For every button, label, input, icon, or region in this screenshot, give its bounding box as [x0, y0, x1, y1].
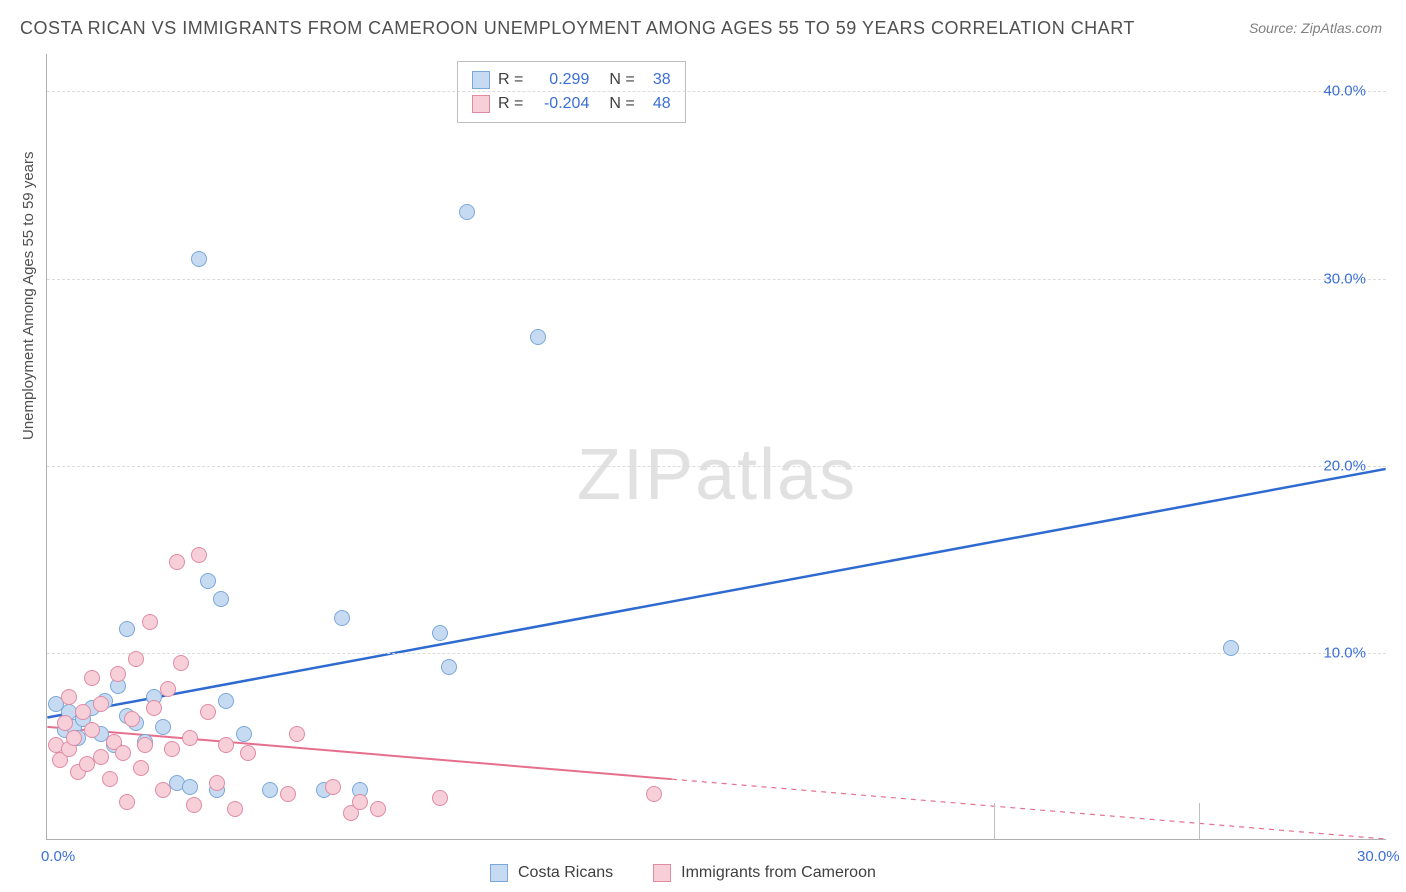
legend-swatch [472, 71, 490, 89]
legend-label: Immigrants from Cameroon [681, 864, 876, 882]
y-tick-label: 20.0% [1323, 457, 1366, 474]
scatter-point [325, 779, 341, 795]
scatter-point [102, 771, 118, 787]
legend-swatch [472, 95, 490, 113]
scatter-point [432, 625, 448, 641]
scatter-point [133, 760, 149, 776]
y-tick-label: 30.0% [1323, 270, 1366, 287]
scatter-point [646, 786, 662, 802]
scatter-point [459, 204, 475, 220]
scatter-point [209, 775, 225, 791]
scatter-point [213, 591, 229, 607]
correlation-row: R = 0.299 N = 38 [472, 68, 671, 92]
scatter-point [200, 704, 216, 720]
x-tick-label: 0.0% [41, 848, 75, 865]
x-minor-tick [1199, 803, 1200, 839]
scatter-point [227, 801, 243, 817]
scatter-point [236, 726, 252, 742]
scatter-point [169, 554, 185, 570]
scatter-point [155, 782, 171, 798]
scatter-point [137, 737, 153, 753]
scatter-point [128, 651, 144, 667]
gridline [47, 91, 1386, 92]
scatter-point [191, 251, 207, 267]
correlation-row: R = -0.204 N = 48 [472, 92, 671, 116]
scatter-point [155, 719, 171, 735]
scatter-point [200, 573, 216, 589]
legend-label: Costa Ricans [518, 864, 613, 882]
scatter-point [289, 726, 305, 742]
scatter-point [57, 715, 73, 731]
scatter-point [191, 547, 207, 563]
scatter-point [119, 621, 135, 637]
scatter-point [441, 659, 457, 675]
scatter-point [124, 711, 140, 727]
scatter-point [84, 722, 100, 738]
trend-lines [47, 54, 1386, 839]
scatter-point [142, 614, 158, 630]
scatter-point [119, 794, 135, 810]
x-tick-label: 30.0% [1357, 848, 1400, 865]
scatter-point [75, 704, 91, 720]
gridline [47, 279, 1386, 280]
watermark: ZIPatlas [577, 434, 857, 516]
series-legend: Costa Ricans Immigrants from Cameroon [490, 864, 876, 882]
x-minor-tick [994, 803, 995, 839]
scatter-point [432, 790, 448, 806]
gridline [47, 466, 1386, 467]
legend-item: Costa Ricans [490, 864, 613, 882]
chart-title: COSTA RICAN VS IMMIGRANTS FROM CAMEROON … [20, 18, 1135, 39]
scatter-point [530, 329, 546, 345]
r-value: -0.204 [531, 95, 589, 113]
scatter-point [182, 730, 198, 746]
n-value: 38 [643, 71, 671, 89]
scatter-point [61, 689, 77, 705]
source-attribution: Source: ZipAtlas.com [1249, 20, 1382, 36]
scatter-point [352, 794, 368, 810]
scatter-point [164, 741, 180, 757]
y-axis-label: Unemployment Among Ages 55 to 59 years [20, 151, 37, 440]
scatter-point [280, 786, 296, 802]
scatter-point [115, 745, 131, 761]
scatter-point [173, 655, 189, 671]
r-value: 0.299 [531, 71, 589, 89]
scatter-point [146, 700, 162, 716]
scatter-point [93, 696, 109, 712]
legend-swatch [490, 864, 508, 882]
scatter-point [370, 801, 386, 817]
r-label: R = [498, 95, 523, 113]
scatter-point [186, 797, 202, 813]
scatter-point [160, 681, 176, 697]
scatter-point [334, 610, 350, 626]
scatter-point [240, 745, 256, 761]
scatter-point [93, 749, 109, 765]
scatter-point [66, 730, 82, 746]
scatter-point [1223, 640, 1239, 656]
plot-area: ZIPatlas R = 0.299 N = 38 R = -0.204 N = 48 10.… [46, 54, 1386, 840]
gridline [47, 653, 1386, 654]
scatter-point [218, 737, 234, 753]
n-label: N = [609, 95, 634, 113]
n-value: 48 [643, 95, 671, 113]
scatter-point [110, 666, 126, 682]
y-tick-label: 40.0% [1323, 83, 1366, 100]
legend-item: Immigrants from Cameroon [653, 864, 876, 882]
scatter-point [84, 670, 100, 686]
scatter-point [262, 782, 278, 798]
scatter-point [218, 693, 234, 709]
scatter-point [182, 779, 198, 795]
y-tick-label: 10.0% [1323, 644, 1366, 661]
n-label: N = [609, 71, 634, 89]
legend-swatch [653, 864, 671, 882]
r-label: R = [498, 71, 523, 89]
